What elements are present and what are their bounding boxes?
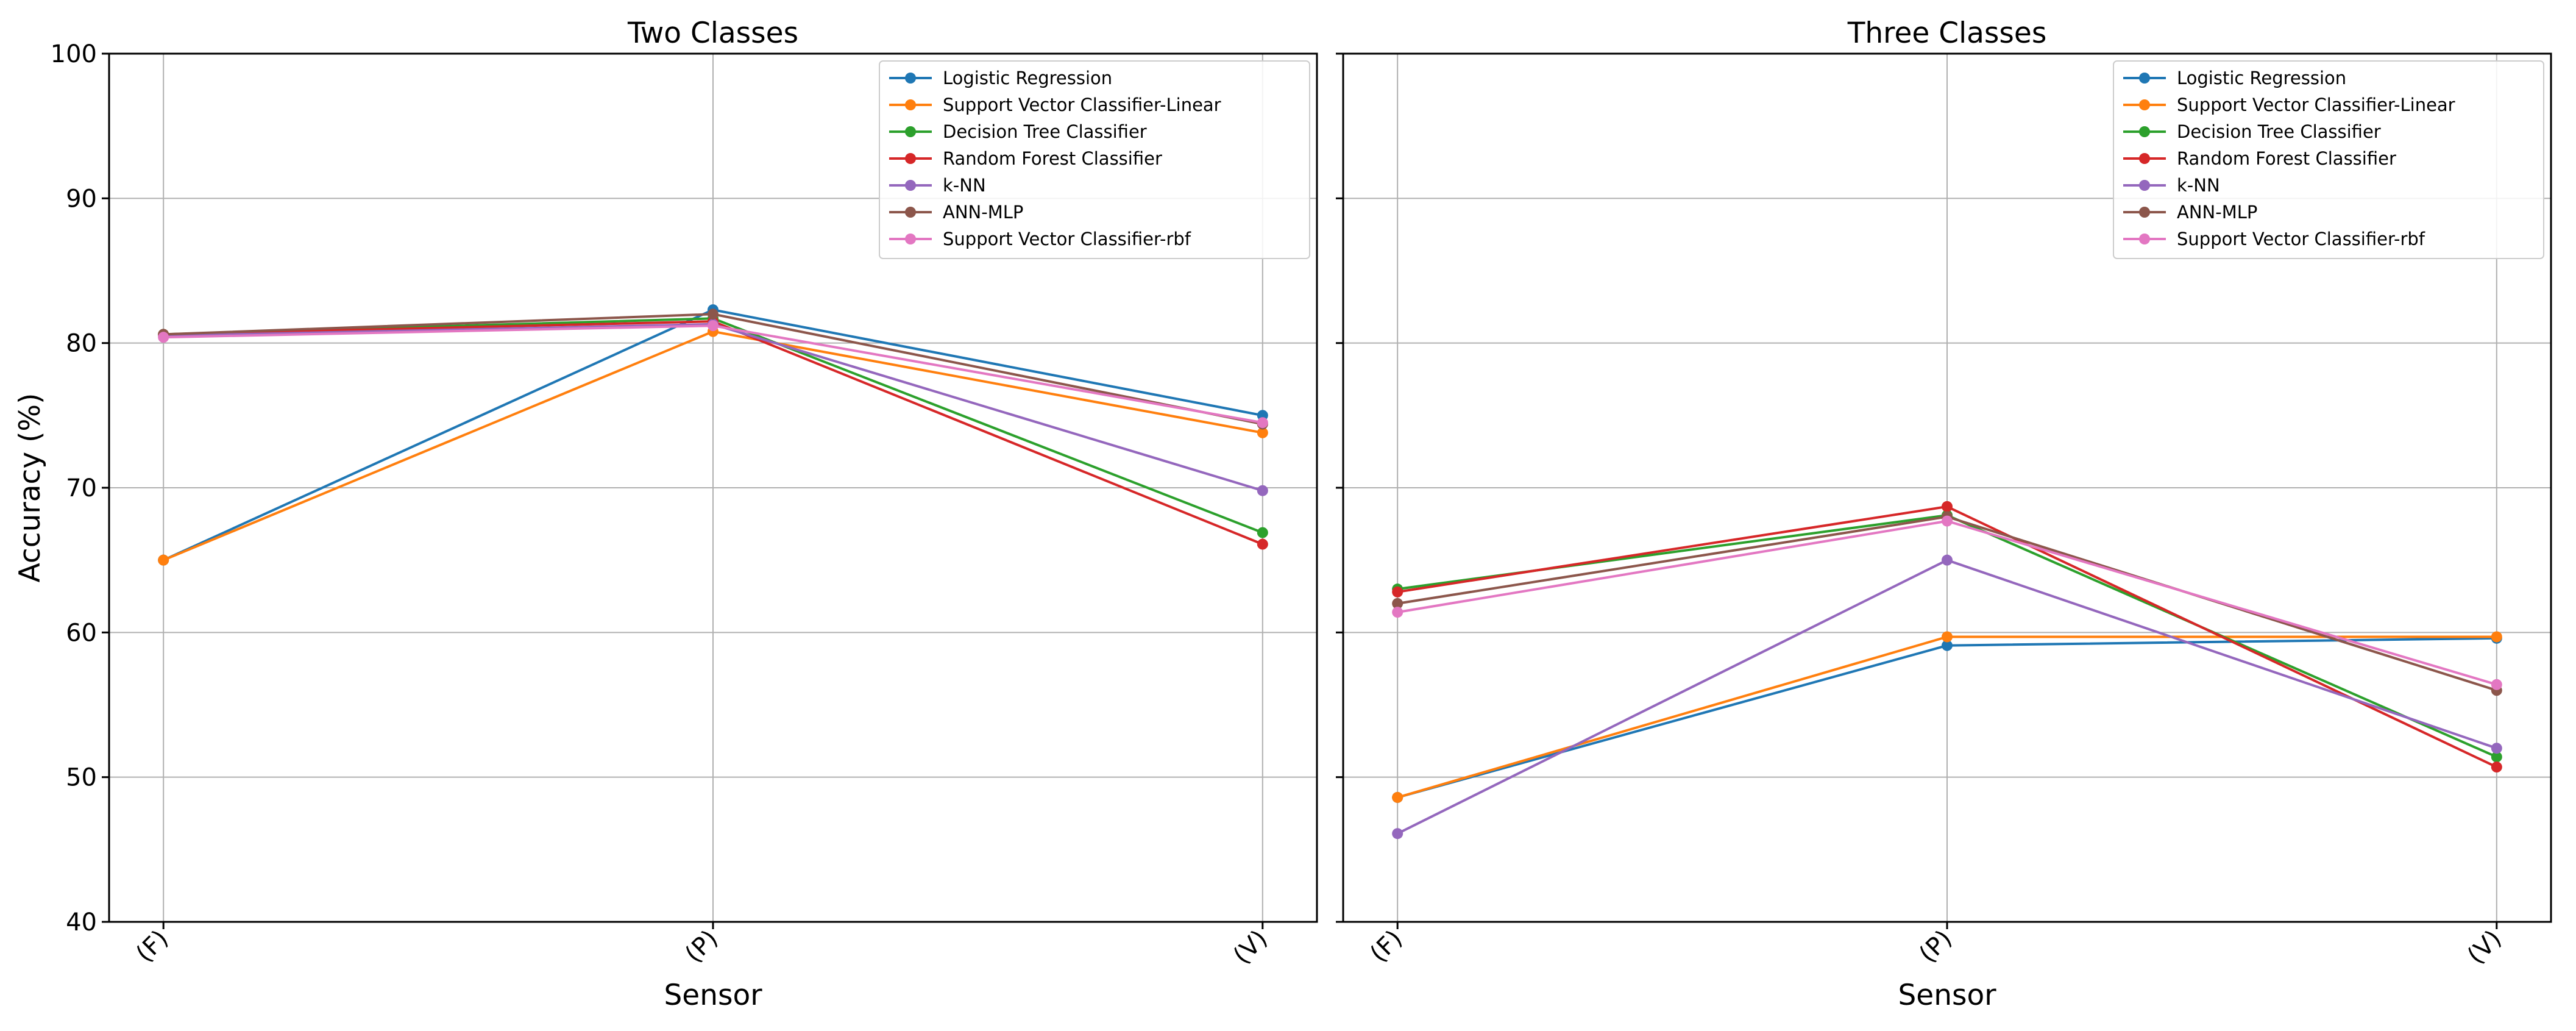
y-tick-label: 100 — [51, 40, 97, 68]
legend-entry: Support Vector Classifier-Linear — [2177, 95, 2455, 115]
legend-marker — [905, 99, 916, 110]
y-tick-label: 40 — [66, 908, 97, 936]
y-tick-label: 80 — [66, 330, 97, 358]
data-point — [1942, 554, 1953, 566]
legend-entry: Logistic Regression — [2177, 68, 2346, 88]
legend-entry: ANN-MLP — [2177, 202, 2257, 223]
legend-marker — [905, 234, 916, 244]
x-tick-label: (P) — [679, 925, 723, 969]
series-k-nn — [1392, 554, 2502, 840]
legend-box — [879, 60, 1310, 259]
panel-1: (F) (P) (V) Three Classes Sensor Logistic Reg… — [1336, 16, 2552, 1012]
legend-marker — [2139, 234, 2150, 244]
data-point — [1257, 417, 1268, 429]
legend-entry: k-NN — [943, 175, 986, 196]
legend-box — [2113, 60, 2544, 259]
data-point — [1942, 640, 1953, 651]
series-support-vector-classifier-rbf — [1392, 515, 2502, 690]
legend-marker — [905, 73, 916, 84]
legend-marker — [905, 180, 916, 191]
legend-entry: ANN-MLP — [943, 202, 1023, 223]
data-point — [1392, 607, 1403, 618]
legend-entry: Random Forest Classifier — [2177, 148, 2396, 169]
data-point — [708, 320, 719, 332]
x-axis-title: Sensor — [664, 979, 762, 1012]
legend-marker — [2139, 207, 2150, 218]
legend-marker — [2139, 126, 2150, 137]
series-support-vector-classifier-linear — [1392, 631, 2502, 803]
panel-0: 40 50 60 70 80 90 100 (F) (P) (V) Two Classes Senso… — [51, 16, 1318, 1012]
y-tick-label: 60 — [66, 619, 97, 647]
x-axis-title: Sensor — [1898, 979, 1996, 1012]
y-tick-label: 50 — [66, 764, 97, 792]
y-tick-label: 70 — [66, 474, 97, 502]
data-point — [2491, 743, 2502, 754]
x-tick-label: (F) — [130, 925, 174, 968]
legend-marker — [2139, 153, 2150, 164]
panels-layer: 40 50 60 70 80 90 100 (F) (P) (V) Two Classes Senso… — [51, 16, 2552, 1012]
legend-entry: Support Vector Classifier-rbf — [2177, 229, 2425, 249]
data-point — [1257, 427, 1268, 438]
legend-marker — [2139, 99, 2150, 110]
data-point — [1257, 527, 1268, 538]
panel-title: Two Classes — [627, 16, 798, 50]
legend-entry: Logistic Regression — [943, 68, 1112, 88]
data-point — [1392, 598, 1403, 609]
data-point — [158, 332, 169, 343]
data-point — [1942, 631, 1953, 643]
data-point — [1942, 501, 1953, 512]
legend-entry: Decision Tree Classifier — [943, 121, 1147, 142]
legend-marker — [905, 126, 916, 137]
legend-entry: Support Vector Classifier-Linear — [943, 95, 1221, 115]
panel-title: Three Classes — [1847, 16, 2047, 50]
legend-entry: Support Vector Classifier-rbf — [943, 229, 1191, 249]
legend-entry: Random Forest Classifier — [943, 148, 1162, 169]
data-point — [1257, 538, 1268, 550]
data-point — [708, 309, 719, 320]
legend: Logistic Regression Support Vector Classi… — [879, 60, 1310, 259]
y-tick-label: 90 — [66, 185, 97, 213]
data-point — [1257, 485, 1268, 496]
y-axis-title: Accuracy (%) — [13, 393, 47, 583]
data-point — [1942, 515, 1953, 527]
legend-entry: Decision Tree Classifier — [2177, 121, 2381, 142]
data-point — [2491, 751, 2502, 763]
legend-marker — [905, 207, 916, 218]
data-point — [158, 554, 169, 566]
x-tick-label: (P) — [1914, 925, 1957, 969]
data-point — [2491, 762, 2502, 773]
series-random-forest-classifier — [1392, 501, 2502, 773]
legend: Logistic Regression Support Vector Classi… — [2113, 60, 2544, 259]
x-tick-label: (V) — [1228, 925, 1273, 970]
data-point — [1392, 828, 1403, 840]
x-tick-label: (V) — [2462, 925, 2507, 970]
data-point — [1392, 791, 1403, 803]
legend-marker — [2139, 180, 2150, 191]
legend-marker — [2139, 73, 2150, 84]
data-point — [1392, 586, 1403, 598]
series-support-vector-classifier-rbf — [158, 320, 1268, 429]
data-point — [2491, 631, 2502, 643]
legend-marker — [905, 153, 916, 164]
legend-entry: k-NN — [2177, 175, 2220, 196]
x-tick-label: (F) — [1364, 925, 1408, 968]
data-point — [2491, 679, 2502, 690]
